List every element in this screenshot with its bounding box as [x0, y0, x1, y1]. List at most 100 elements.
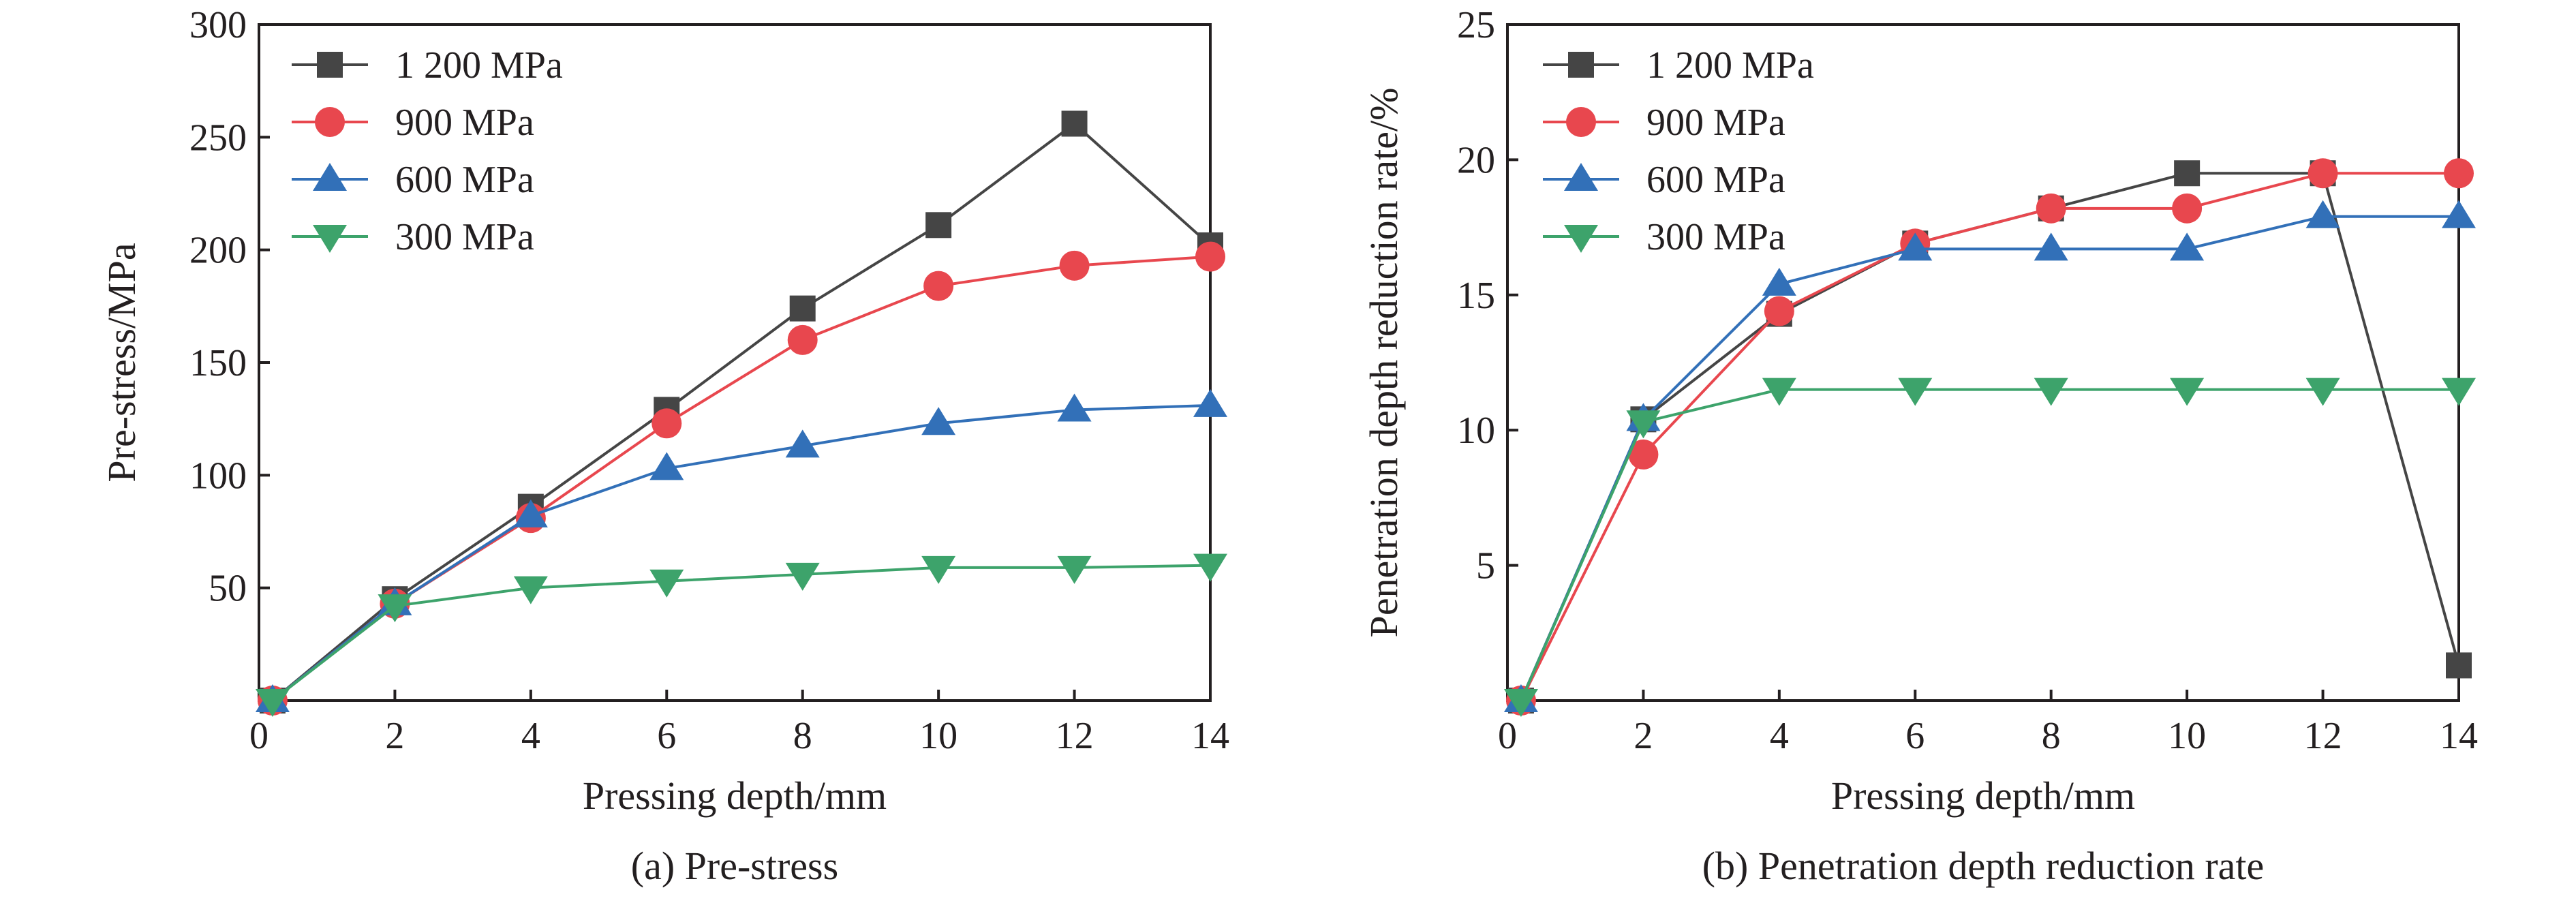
data-point: [2442, 378, 2476, 406]
data-point: [2170, 378, 2205, 406]
x-tick-label: 4: [1770, 715, 1789, 757]
data-point: [789, 295, 816, 322]
x-tick-label: 14: [2440, 715, 2478, 757]
legend-marker: [1568, 52, 1594, 78]
series-line-3: [271, 564, 1211, 702]
legend-marker: [313, 163, 347, 191]
y-axis-title: Penetration depth reduction rate/%: [1362, 88, 1406, 638]
series-line-2: [271, 403, 1211, 702]
legend-marker: [313, 225, 347, 253]
legend-label: 300 MPa: [1646, 216, 1785, 258]
panel-caption: (b) Penetration depth reduction rate: [1702, 844, 2265, 888]
data-point: [1762, 378, 1796, 406]
data-point: [2174, 160, 2201, 187]
data-point: [2172, 193, 2203, 224]
y-axis-title: Pre-stress/MPa: [99, 243, 144, 482]
data-point: [2446, 652, 2472, 679]
data-point: [1193, 553, 1227, 582]
data-point: [1061, 110, 1088, 137]
x-tick-label: 0: [249, 715, 269, 757]
data-point: [1057, 393, 1092, 422]
legend-marker: [1566, 107, 1596, 137]
x-tick-label: 12: [2304, 715, 2342, 757]
data-point: [2034, 378, 2068, 406]
x-axis-title: Pressing depth/mm: [1831, 773, 2135, 818]
data-point: [1898, 378, 1933, 406]
data-point: [1503, 689, 1538, 717]
data-point: [2034, 232, 2068, 261]
legend-marker: [315, 107, 345, 137]
data-point: [2170, 232, 2205, 261]
series-line-0: [271, 121, 1212, 702]
y-tick-label: 25: [1457, 4, 1495, 46]
y-tick-label: 300: [189, 4, 247, 46]
x-tick-label: 8: [793, 715, 812, 757]
y-tick-label: 50: [209, 568, 247, 610]
x-tick-label: 8: [2042, 715, 2061, 757]
legend-marker: [317, 52, 343, 78]
data-point: [2442, 200, 2476, 228]
legend-label: 1 200 MPa: [395, 44, 563, 87]
x-tick-label: 12: [1056, 715, 1094, 757]
y-tick-label: 250: [189, 117, 247, 159]
legend-label: 600 MPa: [1646, 159, 1785, 201]
panel-caption: (a) Pre-stress: [631, 844, 838, 888]
data-point: [921, 555, 956, 584]
legend-label: 900 MPa: [1646, 102, 1785, 144]
x-tick-label: 2: [1634, 715, 1653, 757]
data-point: [2307, 158, 2338, 189]
data-point: [785, 429, 820, 458]
series-line-3: [1520, 388, 2459, 701]
legend-label: 900 MPa: [395, 102, 534, 144]
data-point: [1764, 296, 1794, 326]
data-point: [923, 271, 954, 301]
data-point: [787, 324, 818, 355]
data-point: [1059, 250, 1090, 281]
legend: 1 200 MPa 900 MPa 600 MPa 300 MPa: [1543, 44, 1814, 258]
x-tick-label: 14: [1191, 715, 1229, 757]
data-point: [649, 569, 684, 598]
x-tick-label: 4: [521, 715, 540, 757]
data-point: [255, 689, 290, 717]
data-point: [1628, 439, 1659, 470]
plot-frame: [1506, 23, 2460, 702]
legend-label: 600 MPa: [395, 159, 534, 201]
y-tick-label: 20: [1457, 139, 1495, 181]
x-tick-label: 10: [2168, 715, 2206, 757]
x-tick-label: 2: [385, 715, 404, 757]
x-tick-label: 6: [1905, 715, 1925, 757]
data-point: [513, 576, 548, 604]
y-tick-label: 150: [189, 342, 247, 384]
data-point: [1195, 241, 1225, 272]
x-tick-label: 0: [1498, 715, 1517, 757]
y-tick-label: 5: [1476, 545, 1495, 587]
data-point: [1057, 555, 1092, 584]
chart-panel-a: 0 2 4 6 8 10 12 14 50 100 150 200 250 300 Pressing dep…: [99, 4, 1229, 888]
data-point: [2305, 200, 2340, 228]
data-point: [2305, 378, 2340, 406]
data-point: [1762, 267, 1796, 296]
legend-marker: [1564, 163, 1598, 191]
legend: 1 200 MPa 900 MPa 600 MPa 300 MPa: [292, 44, 563, 258]
data-point: [785, 562, 820, 591]
data-point: [649, 452, 684, 480]
y-tick-label: 200: [189, 230, 247, 272]
series-line-1: [1520, 172, 2459, 701]
legend-label: 1 200 MPa: [1646, 44, 1814, 87]
y-tick-label: 15: [1457, 275, 1495, 317]
data-point: [2036, 193, 2066, 224]
x-axis-title: Pressing depth/mm: [583, 773, 887, 818]
y-tick-label: 10: [1457, 410, 1495, 452]
data-point: [2444, 158, 2474, 189]
series-line-2: [1520, 215, 2459, 701]
data-point: [1898, 232, 1933, 261]
data-point: [513, 499, 548, 527]
series-line-1: [271, 255, 1211, 702]
data-point: [925, 212, 952, 239]
data-point: [651, 408, 682, 439]
legend-marker: [1564, 225, 1598, 253]
data-point: [378, 594, 412, 623]
data-point: [921, 407, 956, 435]
chart-panel-b: 0 2 4 6 8 10 12 14 5 10 15 20 25 Pressing depth/mm Pen…: [1362, 4, 2478, 888]
